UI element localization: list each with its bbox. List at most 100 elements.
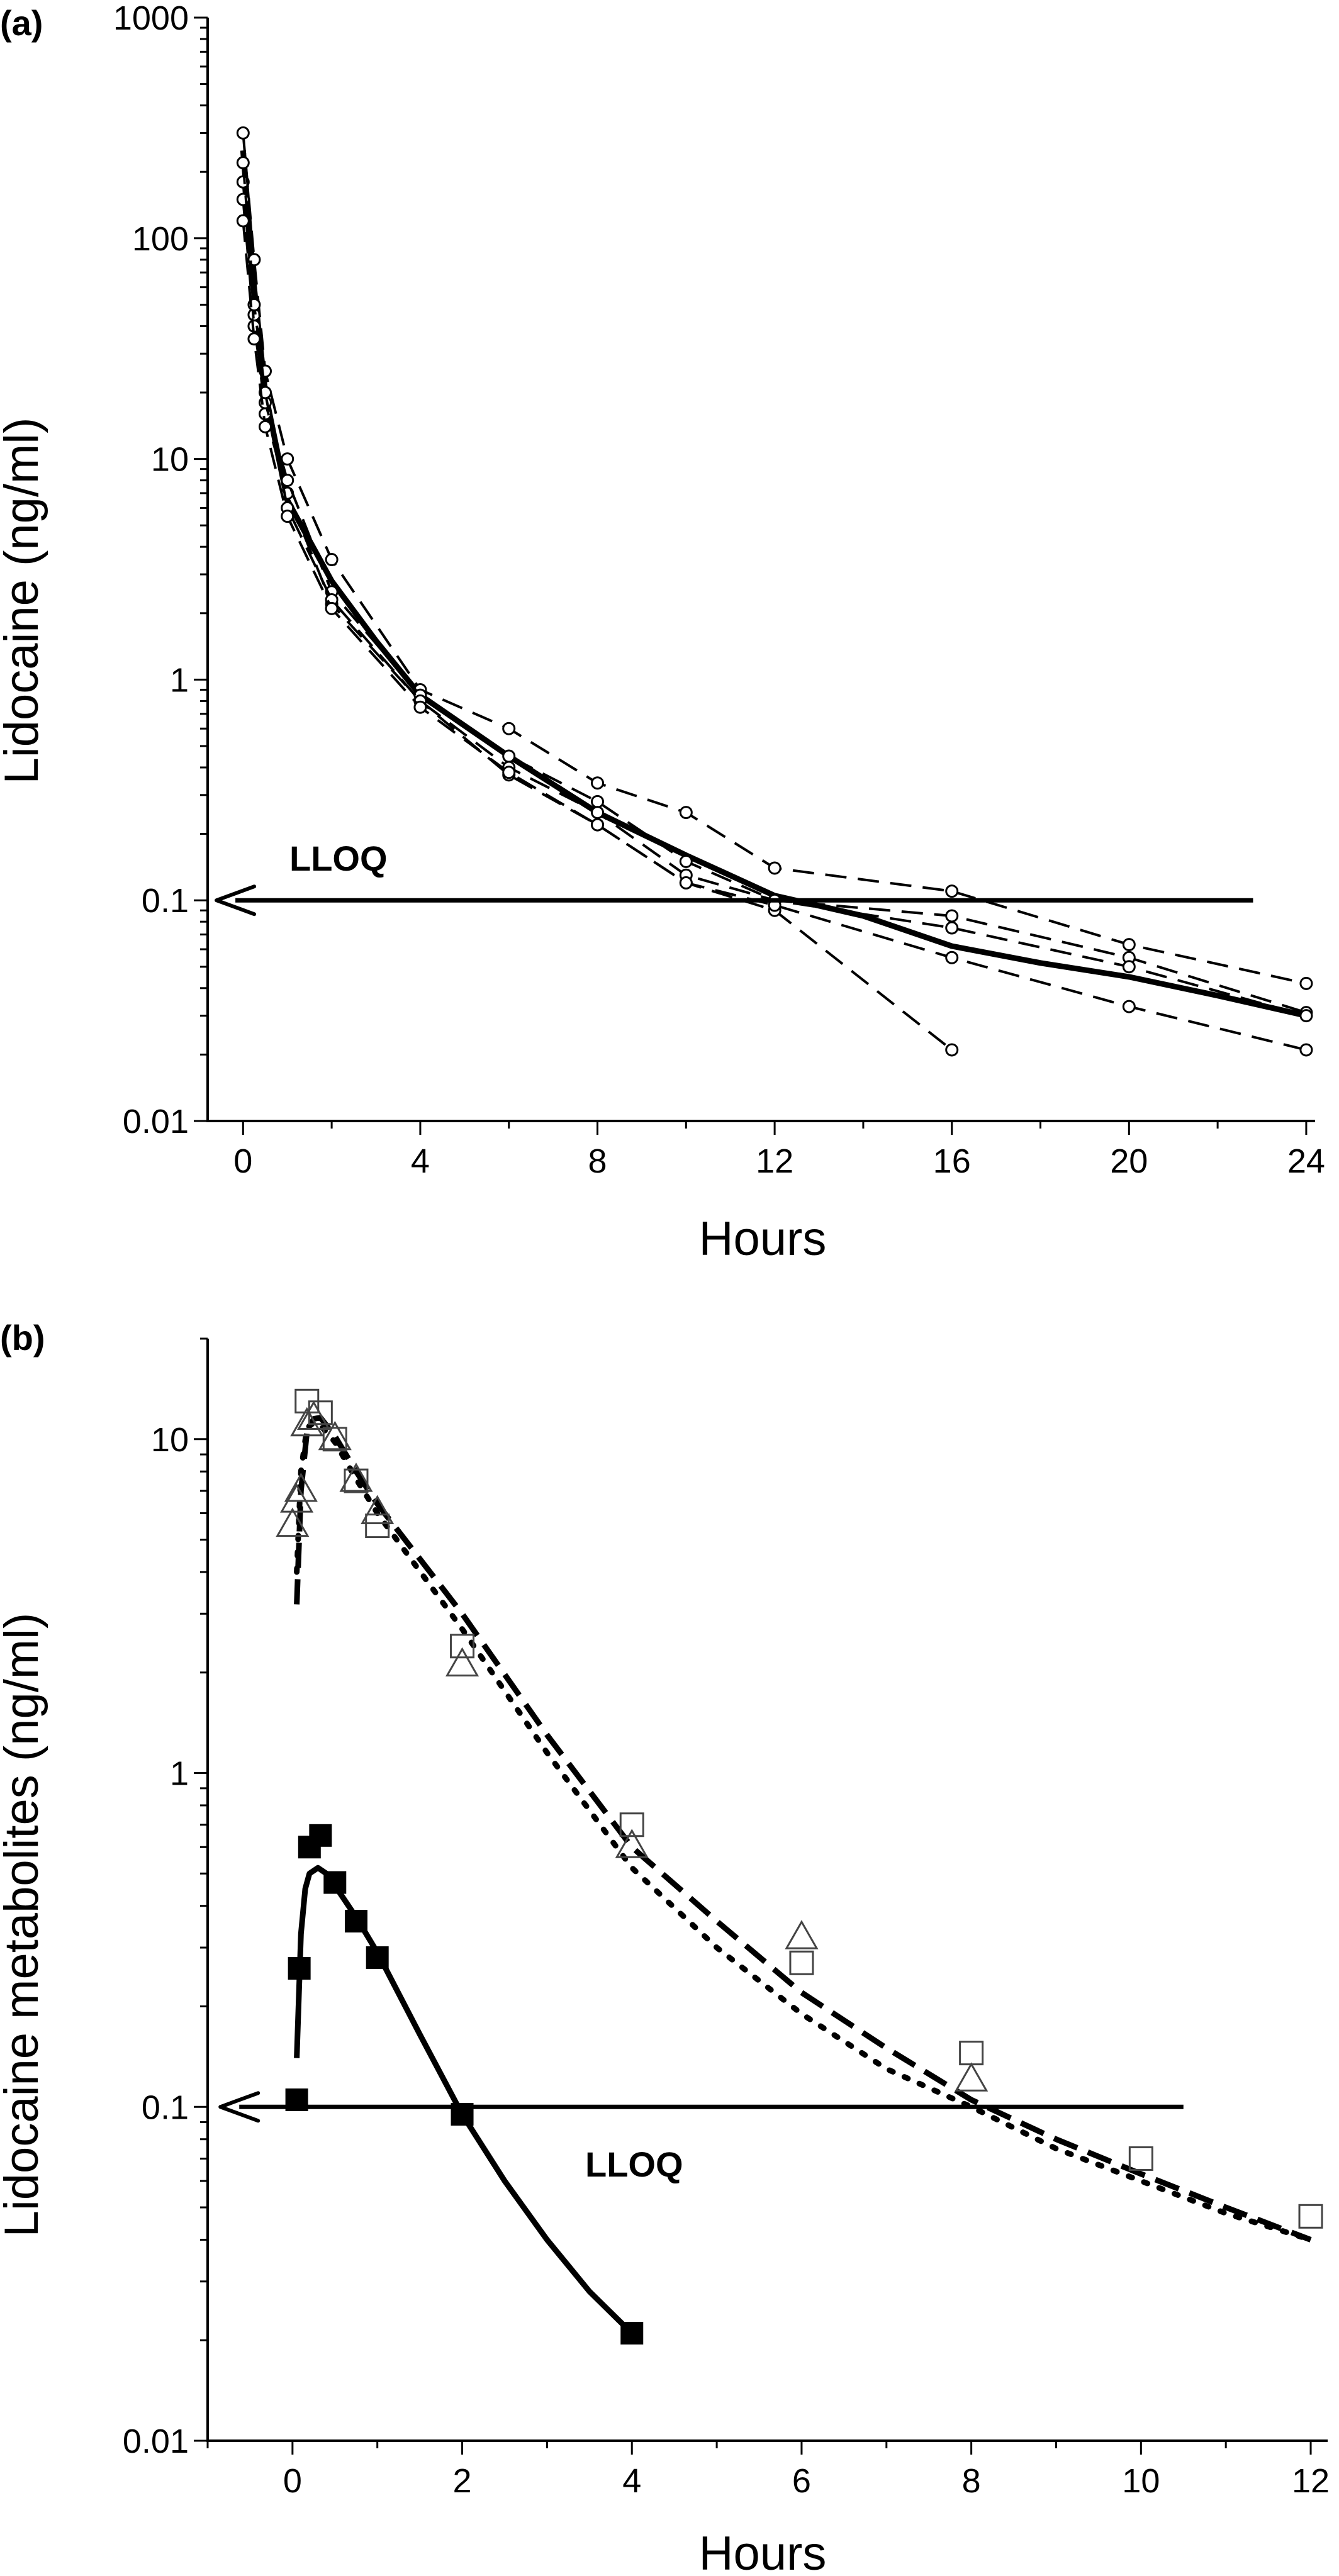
panel-b-xtick-label: 4 — [622, 2462, 641, 2500]
panel-a-xtick-label: 16 — [933, 1142, 971, 1180]
panel-a-axes-frame — [206, 18, 1315, 1122]
panel-b-point-open-square — [322, 1427, 347, 1452]
panel-b-point-open-square — [619, 1812, 644, 1837]
panel-b-point-open-triangle — [290, 1407, 324, 1437]
panel-a-series-line-2 — [242, 133, 1307, 985]
panel-b-point-filled-square — [366, 1946, 389, 1969]
panel-a-data-point — [945, 951, 959, 964]
panel-b-point-open-triangle — [339, 1463, 373, 1492]
panel-b-lloq — [218, 2091, 1184, 2123]
panel-a-data-point — [1122, 938, 1136, 952]
panel-a-ytick-label: 10 — [151, 441, 189, 479]
panel-a-data-point — [591, 806, 605, 820]
panel-a-data-point — [236, 126, 250, 140]
panel-a-data-point — [945, 1043, 959, 1057]
panel-b-point-open-triangle — [318, 1420, 352, 1451]
panel-b-ticks: 0.01 0.1 1 10 0 2 4 6 8 10 12 — [123, 1337, 1330, 2500]
panel-a-data-point — [281, 510, 294, 523]
panel-b-point-open-triangle — [615, 1829, 649, 1858]
panel-b-point-open-square — [1128, 2146, 1153, 2171]
panel-b-ytick-label: 0.01 — [123, 2423, 189, 2460]
panel-b-point-open-triangle — [955, 2062, 989, 2092]
panel-a-ytick-label: 0.01 — [123, 1103, 189, 1140]
panel-b-point-open-triangle — [280, 1483, 314, 1513]
panel-a-data-point — [591, 818, 605, 832]
panel-a-data-point — [281, 474, 294, 488]
panel-a: (a) 0.01 0.1 1 10 100 1000 0 4 8 12 16 20 24 LLOQ Ho… — [0, 0, 1325, 1266]
panel-a-ytick-label: 100 — [132, 220, 189, 258]
panel-a-data-point — [502, 749, 516, 763]
panel-b-fit-line-2 — [294, 1420, 1314, 2243]
panel-b-xtick-label: 2 — [453, 2462, 472, 2500]
panel-b-point-open-triangle — [445, 1647, 479, 1676]
panel-b-point-filled-square — [309, 1824, 332, 1847]
panel-a-data-point — [679, 854, 693, 868]
panel-a-data-point — [679, 876, 693, 889]
panel-b-ytick-label: 10 — [151, 1421, 189, 1459]
panel-b-lloq-arrowhead — [218, 2091, 261, 2123]
panel-a-series-line-1 — [242, 182, 953, 1051]
panel-a-xtick-label: 12 — [756, 1142, 793, 1180]
panel-a-data-point — [679, 806, 693, 820]
panel-b-xtick-label: 12 — [1292, 2462, 1330, 2500]
panel-a-data-point — [325, 553, 339, 567]
panel-a-xtick-label: 8 — [588, 1142, 607, 1180]
panel-a-data-point — [1299, 976, 1313, 990]
panel-b-point-open-square — [959, 2041, 984, 2066]
panel-b: (b) 0.01 0.1 1 10 0 2 4 6 8 10 12 LLOQ Hours Lidoc… — [0, 1318, 1330, 2576]
panel-b-ytick-label: 1 — [170, 1755, 189, 1793]
panel-a-xtick-label: 20 — [1110, 1142, 1148, 1180]
panel-b-xlabel: Hours — [699, 2527, 827, 2576]
panel-a-data-point — [945, 909, 959, 923]
panel-b-point-open-triangle — [296, 1400, 331, 1430]
panel-b-xtick-label: 10 — [1122, 2462, 1160, 2500]
panel-a-ylabel: Lidocaine (ng/ml) — [0, 418, 48, 784]
panel-a-data-point — [325, 601, 339, 615]
panel-a-lloq-label: LLOQ — [289, 839, 388, 878]
panel-b-point-filled-square — [323, 1871, 347, 1894]
panel-a-series-line-3 — [242, 199, 1307, 1014]
panel-a-data-point — [502, 766, 516, 779]
panel-b-xtick-label: 0 — [283, 2462, 302, 2500]
panel-b-lloq-label: LLOQ — [585, 2144, 683, 2184]
panel-a-data-point — [247, 332, 261, 346]
panel-a-xtick-label: 4 — [411, 1142, 430, 1180]
panel-a-ytick-label: 0.1 — [142, 882, 189, 920]
panel-a-data-point — [259, 420, 272, 433]
panel-a-lloq — [215, 884, 1253, 917]
panel-b-point-open-triangle — [785, 1920, 819, 1949]
panel-b-point-open-triangle — [276, 1507, 310, 1537]
panel-a-data-point — [945, 921, 959, 935]
panel-a-xlabel: Hours — [699, 1212, 827, 1266]
panel-a-data-point — [1299, 1043, 1313, 1057]
panel-b-fit-line-0 — [294, 1865, 634, 2336]
panel-a-xtick-label: 0 — [233, 1142, 252, 1180]
panel-a-data-point — [1299, 1009, 1313, 1023]
panel-a-data-point — [236, 214, 250, 228]
panel-b-point-open-square — [1298, 2204, 1323, 2229]
panel-b-fit-line-1 — [294, 1415, 1312, 2243]
panel-b-label: (b) — [0, 1318, 45, 1358]
panel-a-data-point — [768, 861, 782, 875]
panel-a-data-point — [945, 884, 959, 898]
panel-b-point-filled-square — [344, 1910, 367, 1933]
panel-b-point-open-square — [789, 1950, 814, 1975]
panel-a-ytick-label: 1000 — [113, 0, 189, 37]
panel-b-point-open-triangle — [361, 1495, 395, 1525]
panel-a-data-point — [1122, 1000, 1136, 1013]
panel-a-ticks: 0.01 0.1 1 10 100 1000 0 4 8 12 16 20 24 — [113, 0, 1325, 1180]
panel-b-point-filled-square — [620, 2321, 644, 2345]
panel-a-series-line-0 — [240, 150, 1307, 1018]
panel-a-data-point — [591, 776, 605, 790]
panel-b-point-filled-square — [288, 1957, 311, 1980]
panel-a-label: (a) — [0, 3, 43, 43]
panel-a-data-point — [591, 795, 605, 808]
panel-b-ylabel: Lidocaine metabolites (ng/ml) — [0, 1613, 48, 2238]
panel-a-data-point — [413, 700, 427, 714]
panel-b-xtick-label: 8 — [962, 2462, 981, 2500]
panel-b-point-open-square — [344, 1468, 369, 1493]
panel-a-ytick-label: 1 — [170, 661, 189, 699]
panel-a-data-point — [236, 156, 250, 170]
panel-a-data-point — [1122, 960, 1136, 974]
